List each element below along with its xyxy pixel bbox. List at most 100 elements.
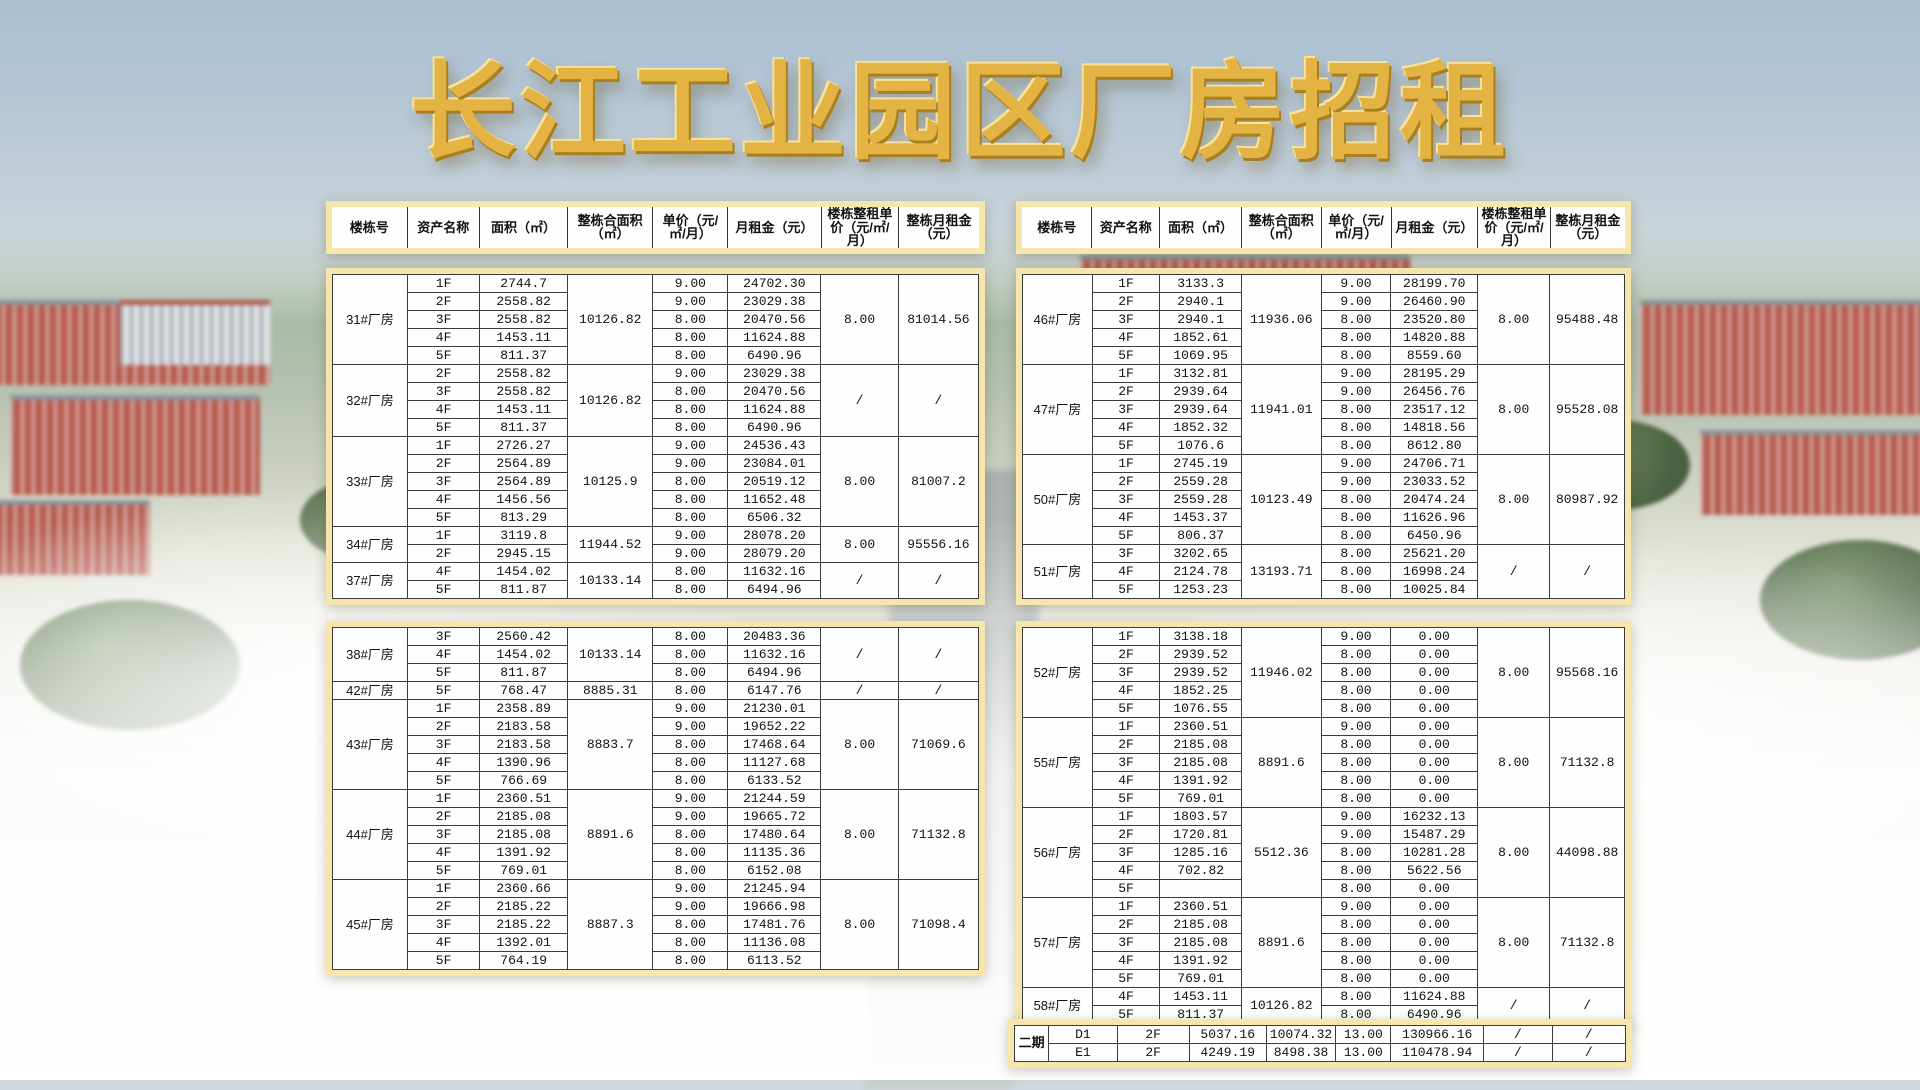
total-area-cell: 10074.32 <box>1265 1025 1337 1044</box>
floor-cell: 3F <box>1091 753 1161 772</box>
floor-cell: 3F <box>406 310 481 329</box>
floor-cell: 2F <box>406 364 481 383</box>
table-row: 5F 806.37 8.00 6450.96 <box>1023 526 1625 545</box>
monthly-rent-cell: 6133.52 <box>727 771 822 790</box>
monthly-rent-cell: 20470.56 <box>727 310 822 329</box>
column-header-0: 楼栋号 <box>349 219 389 235</box>
total-area-cell: 8498.38 <box>1265 1043 1337 1062</box>
unit-price-cell: 8.00 <box>652 310 729 329</box>
monthly-rent-cell: 8559.60 <box>1390 346 1479 365</box>
building-name-cell: 44#厂房 <box>332 789 408 880</box>
building-name-cell: 34#厂房 <box>332 526 408 563</box>
floor-cell: 4F <box>406 490 481 509</box>
building-name-cell: 43#厂房 <box>332 699 408 790</box>
floor-cell: 4F <box>1091 562 1161 581</box>
monthly-rent-cell: 0.00 <box>1390 645 1479 664</box>
floor-cell: 1F <box>1091 717 1161 736</box>
column-header-4: 单价（元/㎡/月） <box>1320 207 1391 248</box>
area-cell: 1391.92 <box>1159 771 1243 790</box>
area-cell: 2360.66 <box>479 879 569 898</box>
total-area-cell: 8891.6 <box>567 789 654 880</box>
area-cell: 1803.57 <box>1159 807 1243 826</box>
floor-cell: 3F <box>1091 663 1161 682</box>
whole-building-price-cell: 8.00 <box>820 526 899 563</box>
table-row: 38#厂房 3F 2560.42 10133.14 8.00 20483.36// <box>332 627 980 682</box>
total-area-cell: 10133.14 <box>567 627 654 682</box>
asset-name-cell: D1 <box>1048 1025 1118 1044</box>
floor-cell: 5F <box>1091 699 1161 718</box>
rent-table-right-bottom: 52#厂房 1F 3138.18 11946.02 9.00 0.00 8.00 95568.… <box>1016 621 1631 1030</box>
unit-price-cell: 8.00 <box>652 681 729 700</box>
unit-price-cell: 13.00 <box>1335 1043 1392 1062</box>
floor-cell: 5F <box>406 861 481 880</box>
unit-price-cell: 9.00 <box>1320 717 1392 736</box>
whole-building-price-cell: / <box>820 627 899 682</box>
table-row: 5F 811.87 8.00 6494.96 <box>333 580 979 599</box>
table-row: 5F 769.01 8.00 0.00 <box>1023 789 1625 808</box>
table-row: 4F 1391.92 8.00 0.00 <box>1023 951 1625 970</box>
monthly-rent-cell: 6490.96 <box>727 418 822 437</box>
area-cell: 1453.37 <box>1159 508 1243 527</box>
area-cell: 2183.58 <box>479 717 569 736</box>
floor-cell: 4F <box>406 328 481 347</box>
table-row: 33#厂房 1F 2726.27 10125.9 9.00 24536.43 8.00 810… <box>332 436 980 527</box>
monthly-rent-cell: 26456.76 <box>1390 382 1479 401</box>
floor-cell: 1F <box>406 274 481 293</box>
unit-price-cell: 8.00 <box>1320 310 1392 329</box>
table-row: 2F 2183.58 9.00 19652.22 <box>333 717 979 736</box>
monthly-rent-cell: 6506.32 <box>727 508 822 527</box>
table-row: 5F 811.37 8.00 6490.96 <box>333 418 979 437</box>
table-row: 2F 2559.28 9.00 23033.52 <box>1023 472 1625 491</box>
area-cell: 4249.19 <box>1188 1043 1267 1062</box>
unit-price-cell: 8.00 <box>652 472 729 491</box>
column-header-5: 月租金（元） <box>727 207 822 248</box>
area-cell: 2185.08 <box>479 825 569 844</box>
table-row: 3F 2185.08 8.00 0.00 <box>1023 753 1625 772</box>
column-header-2: 面积（㎡） <box>479 207 568 248</box>
whole-building-rent-cell: / <box>897 627 980 682</box>
whole-building-rent-cell: 95488.48 <box>1549 274 1625 365</box>
unit-price-cell: 8.00 <box>652 508 729 527</box>
building-name-cell: 37#厂房 <box>332 562 408 599</box>
monthly-rent-cell: 28078.20 <box>727 526 822 545</box>
floor-cell: 1F <box>406 879 481 898</box>
monthly-rent-cell: 6450.96 <box>1390 526 1479 545</box>
poster-title: 长江工业园区厂房招租 <box>410 49 1510 174</box>
whole-building-price-cell: 8.00 <box>1477 717 1551 808</box>
unit-price-cell: 8.00 <box>1320 562 1392 581</box>
unit-price-cell: 8.00 <box>652 382 729 401</box>
floor-cell: 4F <box>406 753 481 772</box>
area-cell: 3138.18 <box>1159 627 1243 646</box>
unit-price-cell: 8.00 <box>1320 699 1392 718</box>
whole-building-rent-cell: / <box>1551 1025 1627 1044</box>
floor-cell: 2F <box>1116 1025 1190 1044</box>
area-cell: 2726.27 <box>479 436 569 455</box>
area-cell: 2360.51 <box>1159 717 1243 736</box>
monthly-rent-cell: 16232.13 <box>1390 807 1479 826</box>
area-cell: 2558.82 <box>479 310 569 329</box>
monthly-rent-cell: 11127.68 <box>727 753 822 772</box>
monthly-rent-cell: 0.00 <box>1390 663 1479 682</box>
table-row: 56#厂房 1F 1803.57 5512.36 9.00 16232.13 8.00 440… <box>1022 807 1625 898</box>
monthly-rent-cell: 23029.38 <box>727 364 822 383</box>
monthly-rent-cell: 28079.20 <box>727 544 822 563</box>
floor-cell: 5F <box>1091 346 1161 365</box>
table-row: 4F 1852.61 8.00 14820.88 <box>1023 328 1625 347</box>
floor-cell: 2F <box>1091 915 1161 934</box>
table-row: 5F 769.01 8.00 6152.08 <box>333 861 979 880</box>
whole-building-rent-cell: 81014.56 <box>897 274 980 365</box>
monthly-rent-cell: 5622.56 <box>1390 861 1479 880</box>
unit-price-cell: 9.00 <box>1320 807 1392 826</box>
monthly-rent-cell: 10281.28 <box>1390 843 1479 862</box>
unit-price-cell: 9.00 <box>652 526 729 545</box>
unit-price-cell: 9.00 <box>652 699 729 718</box>
unit-price-cell: 9.00 <box>1320 472 1392 491</box>
floor-cell: 2F <box>1091 645 1161 664</box>
floor-cell: 3F <box>1091 310 1161 329</box>
monthly-rent-cell: 23029.38 <box>727 292 822 311</box>
whole-building-price-cell: / <box>1477 544 1551 599</box>
unit-price-cell: 8.00 <box>652 627 729 646</box>
unit-price-cell: 9.00 <box>1320 627 1392 646</box>
column-header-3: 整栋合面积（㎡） <box>1240 207 1322 248</box>
unit-price-cell: 8.00 <box>652 580 729 599</box>
